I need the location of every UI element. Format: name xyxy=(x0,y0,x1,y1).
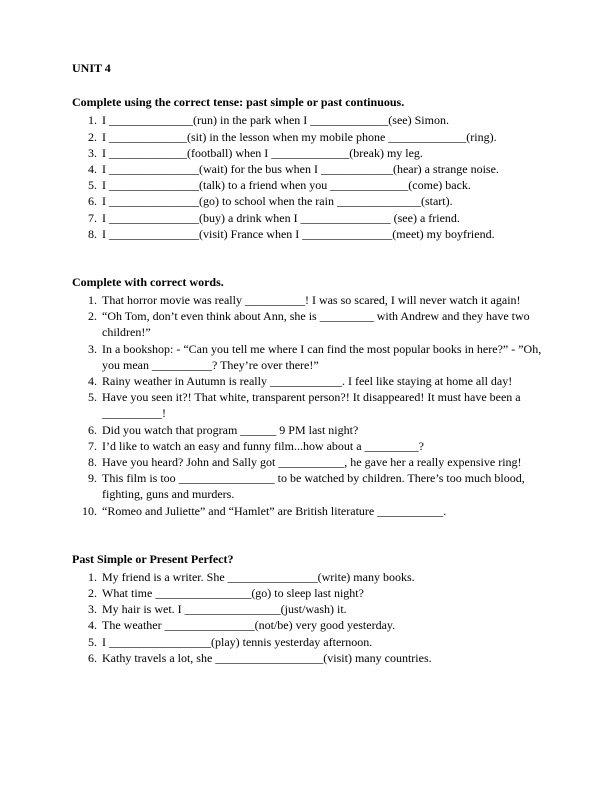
section3-title: Past Simple or Present Perfect? xyxy=(72,551,544,567)
list-item: My hair is wet. I ________________(just/… xyxy=(100,601,544,617)
section1-list: I ______________(run) in the park when I… xyxy=(72,112,544,242)
section1-title: Complete using the correct tense: past s… xyxy=(72,94,544,110)
list-item: I _______________(wait) for the bus when… xyxy=(100,161,544,177)
list-item: “Romeo and Juliette” and “Hamlet” are Br… xyxy=(100,503,544,519)
list-item: My friend is a writer. She _____________… xyxy=(100,569,544,585)
section3-list: My friend is a writer. She _____________… xyxy=(72,569,544,666)
list-item: I _________________(play) tennis yesterd… xyxy=(100,634,544,650)
list-item: I _______________(talk) to a friend when… xyxy=(100,177,544,193)
list-item: Rainy weather in Autumn is really ______… xyxy=(100,373,544,389)
list-item: The weather _______________(not/be) very… xyxy=(100,617,544,633)
list-item: Kathy travels a lot, she _______________… xyxy=(100,650,544,666)
list-item: That horror movie was really __________!… xyxy=(100,292,544,308)
list-item: I _______________(visit) France when I _… xyxy=(100,226,544,242)
worksheet-page: UNIT 4 Complete using the correct tense:… xyxy=(0,0,612,706)
list-item: I ______________(run) in the park when I… xyxy=(100,112,544,128)
list-item: This film is too ________________ to be … xyxy=(100,470,544,502)
list-item: I _______________(go) to school when the… xyxy=(100,193,544,209)
unit-heading: UNIT 4 xyxy=(72,60,544,76)
list-item: I’d like to watch an easy and funny film… xyxy=(100,438,544,454)
list-item: Have you seen it?! That white, transpare… xyxy=(100,389,544,421)
list-item: I _____________(football) when I _______… xyxy=(100,145,544,161)
list-item: I _____________(sit) in the lesson when … xyxy=(100,129,544,145)
list-item: In a bookshop: - “Can you tell me where … xyxy=(100,341,544,373)
list-item: I _______________(buy) a drink when I __… xyxy=(100,210,544,226)
list-item: Have you heard? John and Sally got _____… xyxy=(100,454,544,470)
section2-title: Complete with correct words. xyxy=(72,274,544,290)
list-item: “Oh Tom, don’t even think about Ann, she… xyxy=(100,308,544,340)
list-item: Did you watch that program ______ 9 PM l… xyxy=(100,422,544,438)
list-item: What time ________________(go) to sleep … xyxy=(100,585,544,601)
section2-list: That horror movie was really __________!… xyxy=(72,292,544,519)
